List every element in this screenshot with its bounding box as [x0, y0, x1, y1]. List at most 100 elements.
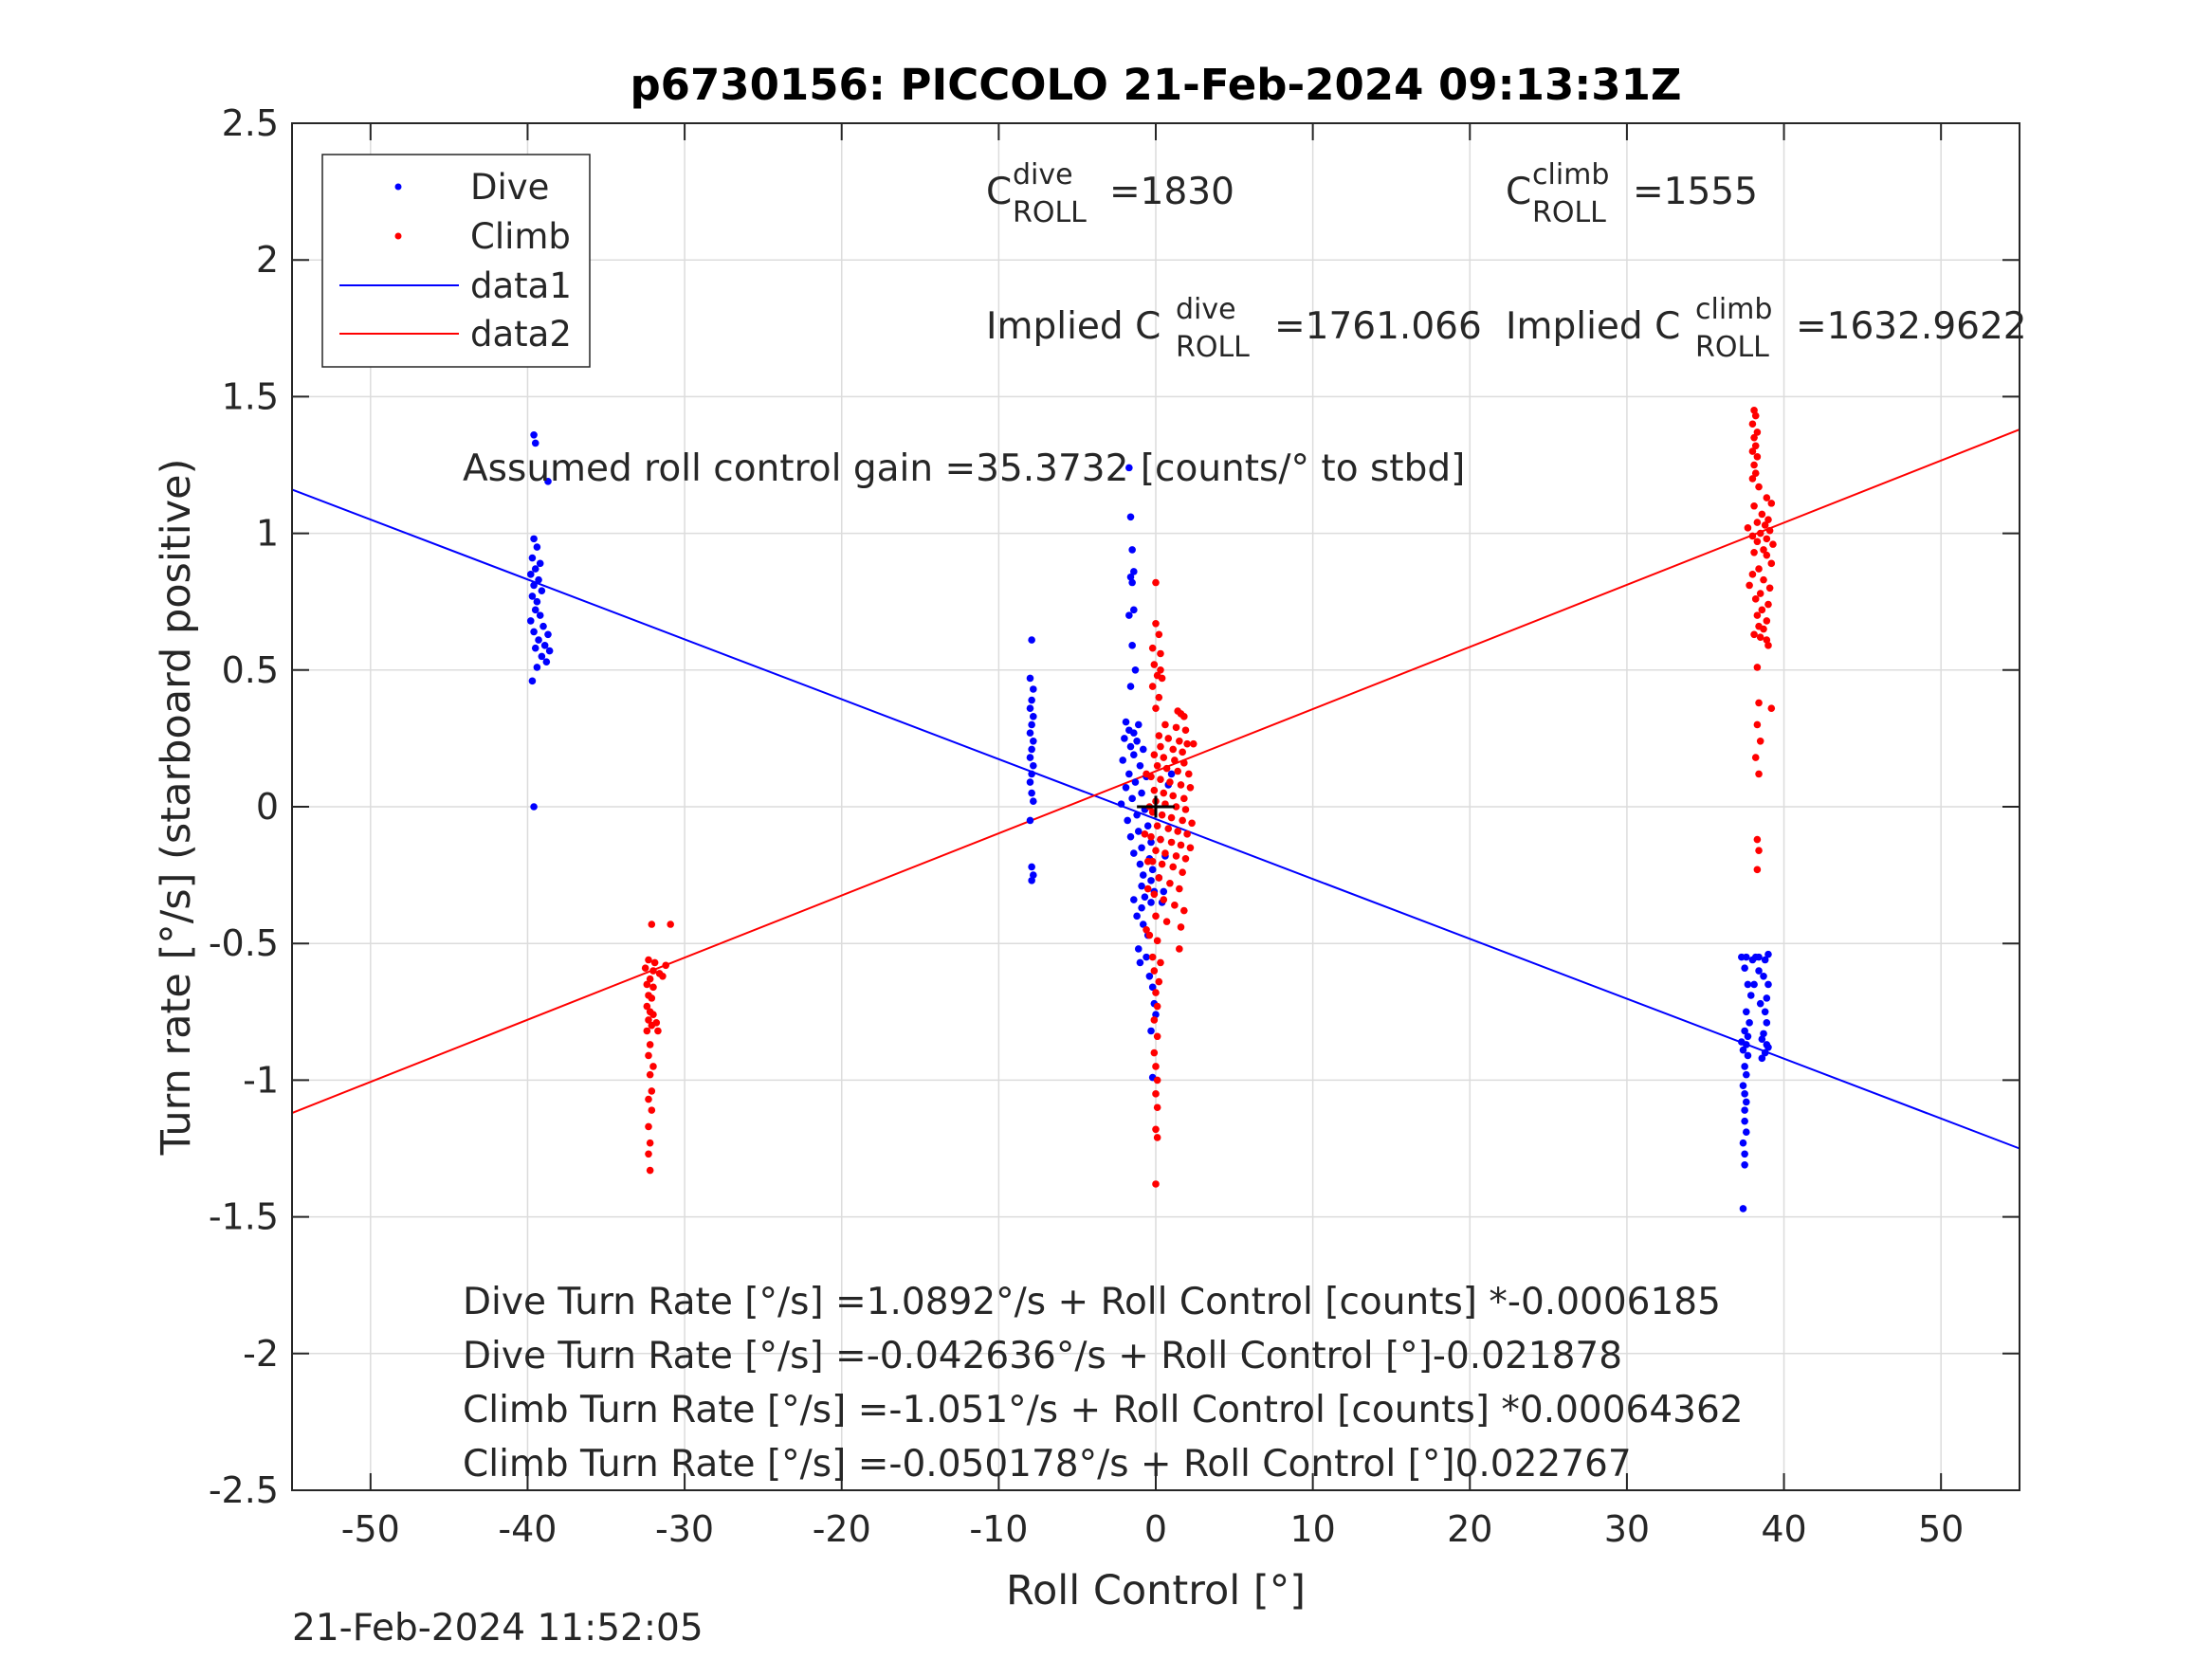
point-climb [1763, 494, 1771, 501]
point-dive [530, 628, 538, 636]
x-tick-label: -20 [813, 1508, 871, 1550]
point-dive [1741, 1090, 1748, 1098]
point-dive [1143, 953, 1150, 961]
point-climb [1181, 854, 1190, 863]
point-dive [526, 617, 535, 625]
point-climb [1153, 1076, 1161, 1085]
point-climb [1176, 737, 1183, 745]
point-climb [1761, 521, 1769, 529]
point-dive [535, 575, 542, 584]
point-dive [528, 592, 537, 600]
point-dive [531, 644, 539, 652]
point-climb [1180, 906, 1188, 915]
point-climb [1141, 830, 1149, 838]
point-climb [1764, 642, 1772, 649]
svg-text:=1761.066: =1761.066 [1274, 305, 1482, 348]
point-climb [1769, 540, 1777, 548]
point-climb [1161, 720, 1169, 729]
y-tick-label: -2.5 [209, 1469, 279, 1511]
point-climb [643, 980, 651, 989]
legend-label-data1: data1 [470, 265, 572, 306]
point-climb [1758, 606, 1766, 614]
point-climb [1148, 683, 1157, 690]
point-dive [530, 581, 538, 590]
point-climb [1150, 661, 1159, 668]
point-dive [1138, 844, 1145, 852]
point-dive [1134, 945, 1143, 953]
point-dive [530, 803, 538, 811]
legend-marker-dive [394, 183, 402, 191]
point-climb [1157, 775, 1164, 783]
point-dive [1139, 745, 1147, 754]
point-dive [1136, 860, 1144, 868]
point-dive [1136, 958, 1144, 967]
point-dive [1742, 1070, 1750, 1079]
point-climb [1763, 535, 1771, 543]
legend-box [321, 154, 591, 368]
point-climb [1152, 619, 1160, 628]
point-climb [1169, 792, 1178, 800]
point-dive [1130, 606, 1138, 614]
y-tick-label: 2 [256, 239, 279, 281]
point-dive [1741, 1106, 1748, 1114]
svg-text:=1830: =1830 [1109, 171, 1234, 213]
point-climb [1153, 761, 1161, 770]
point-dive [1130, 751, 1138, 759]
point-climb [1760, 575, 1767, 584]
point-dive [1147, 1027, 1155, 1035]
point-dive [531, 606, 539, 614]
svg-text:dive: dive [1176, 293, 1236, 326]
fit-line-data1 [291, 488, 2020, 1150]
point-climb [1150, 1016, 1159, 1024]
point-dive [1744, 1051, 1752, 1060]
point-climb [1152, 704, 1160, 712]
point-dive [1130, 896, 1138, 903]
point-climb [1155, 732, 1163, 739]
x-tick-label: 0 [1144, 1508, 1167, 1550]
point-climb [1164, 825, 1173, 832]
point-climb [1176, 884, 1183, 893]
point-dive [1742, 1008, 1750, 1016]
point-climb [1764, 600, 1772, 609]
point-dive [540, 642, 549, 649]
point-dive [530, 535, 538, 543]
point-dive [1130, 729, 1138, 737]
point-dive [1756, 999, 1764, 1008]
point-dive [1131, 778, 1140, 786]
svg-text:ROLL: ROLL [1695, 331, 1769, 364]
legend-label-dive: Dive [470, 167, 549, 208]
point-climb [659, 973, 667, 980]
point-climb [1161, 849, 1169, 857]
point-dive [1739, 1139, 1747, 1147]
svg-text:=1632.9622: =1632.9622 [1796, 305, 2027, 348]
legend-label-climb: Climb [470, 216, 571, 257]
point-climb [1150, 967, 1159, 975]
timestamp: 21-Feb-2024 11:52:05 [292, 1607, 704, 1650]
point-dive [1130, 849, 1138, 857]
point-dive [1126, 832, 1135, 841]
svg-text:Implied C: Implied C [986, 305, 1161, 348]
point-climb [1166, 879, 1174, 887]
point-dive [1028, 720, 1035, 729]
point-dive [1764, 980, 1772, 989]
point-climb [1183, 830, 1191, 838]
point-dive [1755, 967, 1763, 975]
point-climb [1188, 819, 1196, 828]
point-climb [648, 1087, 656, 1095]
point-climb [643, 1027, 651, 1035]
point-dive [1167, 770, 1176, 778]
point-dive [1741, 1027, 1748, 1035]
annotation-gain: Assumed roll control gain =35.3732 [coun… [463, 447, 1465, 490]
point-climb [646, 1070, 654, 1079]
point-climb [1755, 565, 1763, 573]
point-climb [1152, 1180, 1160, 1188]
point-climb [1145, 931, 1154, 939]
point-climb [1748, 475, 1757, 483]
point-climb [1767, 704, 1776, 712]
point-dive [1139, 921, 1147, 928]
point-dive [1128, 546, 1136, 554]
annotation-equation-4: Climb Turn Rate [°/s] =-0.050178°/s + Ro… [463, 1443, 1632, 1486]
point-climb [1152, 847, 1160, 854]
point-dive [538, 587, 546, 594]
